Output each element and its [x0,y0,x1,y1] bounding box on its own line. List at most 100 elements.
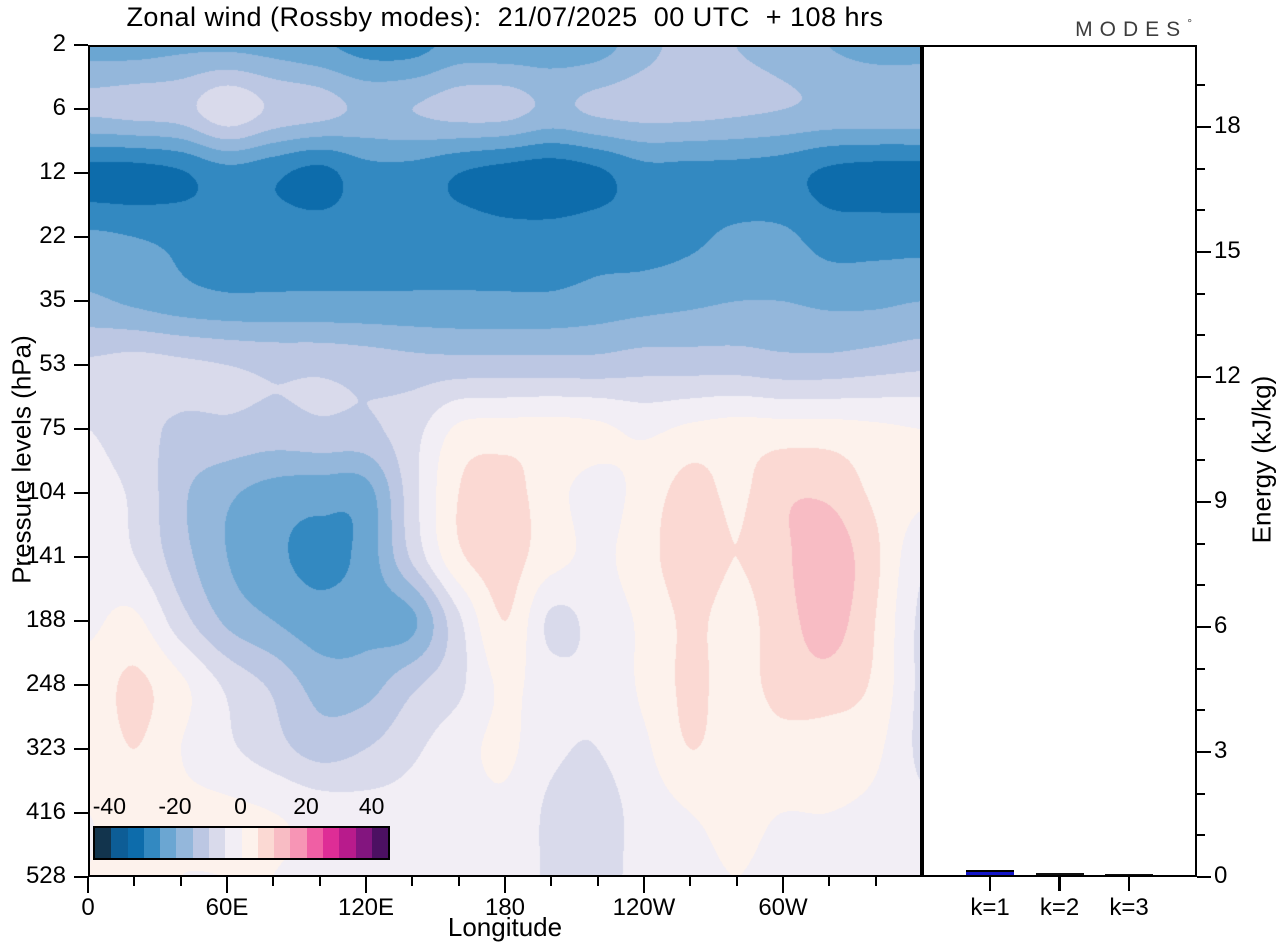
colorbar-segment [339,828,356,858]
energy-axis-label: Energy (kJ/kg) [1246,375,1277,544]
longitude-tick [503,877,507,893]
energy-tick-label: 15 [1214,237,1241,265]
longitude-axis-label: Longitude [447,912,563,942]
energy-tick-label: 12 [1214,362,1241,390]
colorbar-segment [371,828,389,858]
longitude-minor-tick [133,877,136,886]
pressure-tick [74,171,88,175]
energy-minor-tick [1197,209,1205,212]
colorbar-tick-label: 20 [293,793,319,819]
pressure-tick [74,43,88,47]
energy-minor-tick [1197,792,1205,795]
energy-tick [1197,875,1211,879]
pressure-tick-label: 141 [25,542,66,569]
pressure-tick-label: 22 [39,222,66,249]
colorbar-tick-label: 40 [358,793,385,819]
energy-bar-label: k=1 [970,894,1010,921]
longitude-tick [642,877,646,893]
colorbar-tick-label: -20 [158,793,192,819]
colorbar-tick-label: 0 [234,793,247,819]
pressure-tick-label: 75 [39,414,66,441]
colorbar-segment [95,828,112,858]
energy-tick [1197,375,1211,379]
energy-minor-tick [1197,334,1205,337]
colorbar-segment [355,828,372,858]
colorbar-segment [143,828,161,858]
longitude-minor-tick [735,877,738,886]
pressure-tick [74,491,88,495]
energy-bar-label: k=3 [1109,894,1149,921]
energy-tick [1197,125,1211,129]
pressure-tick [74,427,88,431]
energy-tick-label: 6 [1214,612,1228,640]
longitude-minor-tick [550,877,553,886]
pressure-tick-label: 35 [39,286,66,313]
longitude-tick [225,877,229,893]
longitude-minor-tick [874,877,877,886]
pressure-tick-label: 188 [25,606,66,633]
pressure-tick [74,619,88,623]
longitude-tick-label: 120E [337,894,395,921]
energy-bar-k=1 [966,869,1014,875]
longitude-minor-tick [179,877,182,886]
colorbar-segment [111,828,128,858]
energy-bar-tick [988,877,992,891]
pressure-tick-label: 2 [52,30,66,57]
longitude-tick-label: 180 [484,894,526,921]
energy-minor-tick [1197,417,1205,420]
pressure-tick [74,299,88,303]
pressure-tick [74,875,88,879]
modes-logo-degree-icon: ° [1187,16,1192,30]
pressure-tick-label: 6 [52,94,66,121]
pressure-tick [74,683,88,687]
pressure-tick-label: 12 [39,158,66,185]
longitude-minor-tick [828,877,831,886]
energy-minor-tick [1197,167,1205,170]
colorbar-segment [176,828,193,858]
energy-minor-tick [1197,834,1205,837]
colorbar-swatches [93,826,390,860]
energy-tick [1197,625,1211,629]
pressure-tick [74,235,88,239]
pressure-tick-label: 323 [25,734,66,761]
longitude-tick-label: 60W [758,894,808,921]
pressure-tick [74,107,88,111]
pressure-tick-label: 416 [25,798,66,825]
energy-minor-tick [1197,709,1205,712]
colorbar-segment [306,828,323,858]
modes-logo-text: MODES [1075,18,1188,41]
plot-title: Zonal wind (Rossby modes): 21/07/2025 00… [126,2,884,32]
longitude-tick [364,877,368,893]
longitude-minor-tick [457,877,460,886]
longitude-minor-tick [689,877,692,886]
longitude-tick-label: 120W [612,894,676,921]
energy-tick [1197,250,1211,254]
pressure-tick-label: 53 [39,350,66,377]
colorbar-segment [127,828,144,858]
energy-minor-tick [1197,667,1205,670]
energy-bar-k=3 [1105,873,1153,875]
energy-minor-tick [1197,292,1205,295]
pressure-axis-label: Pressure levels (hPa) [6,335,37,584]
longitude-tick [86,877,90,893]
longitude-minor-tick [318,877,321,886]
longitude-minor-tick [411,877,414,886]
colorbar-segment [322,828,340,858]
energy-tick [1197,750,1211,754]
longitude-tick-label: 0 [81,894,95,921]
energy-bar-tick [1127,877,1131,891]
energy-bar-label: k=2 [1039,894,1080,921]
contour-field-canvas [88,45,922,877]
energy-minor-tick [1197,542,1205,545]
modes-logo: MODES° [1000,16,1192,42]
energy-tick-label: 3 [1214,737,1228,764]
plot-frame [88,45,922,877]
pressure-tick [74,555,88,559]
energy-minor-tick [1197,459,1205,462]
colorbar-segment [257,828,275,858]
colorbar-segment [192,828,209,858]
pressure-tick-label: 104 [25,478,66,505]
colorbar-tick-label: -40 [92,793,126,819]
pressure-tick [74,811,88,815]
